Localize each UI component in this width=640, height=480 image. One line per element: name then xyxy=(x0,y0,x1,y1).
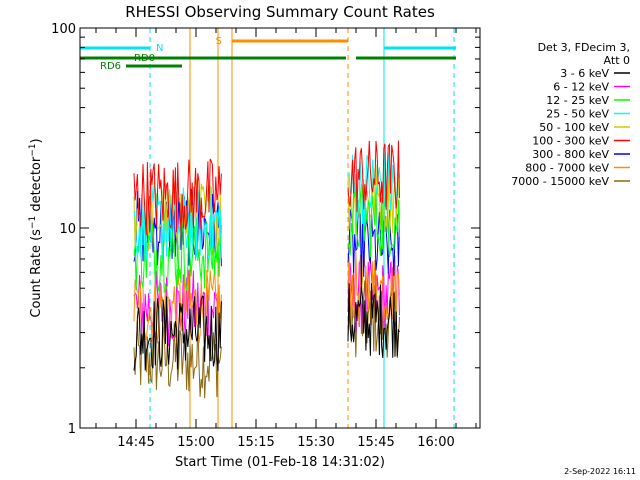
series-trace-6-seg-1 xyxy=(347,207,400,286)
legend-label-7: 800 - 7000 keV xyxy=(525,162,609,175)
legend-label-8: 7000 - 15000 keV xyxy=(511,175,609,188)
legend-label-5: 100 - 300 keV xyxy=(532,135,609,148)
series-trace-8-seg-0 xyxy=(133,320,222,399)
chart-title: RHESSI Observing Summary Count Rates xyxy=(125,3,435,21)
plot-area: N S RD0 RD6 xyxy=(79,28,456,428)
x-axis: 14:45 15:00 15:15 15:30 15:45 16:00 xyxy=(95,28,477,450)
series-trace-0-seg-1 xyxy=(347,283,400,358)
flag-label-rd0: RD0 xyxy=(134,53,155,64)
series-line-0 xyxy=(347,283,400,358)
flag-label-rd6: RD6 xyxy=(100,61,121,72)
flag-label-s: S xyxy=(216,36,222,47)
x-tick-label-4: 15:45 xyxy=(357,435,394,450)
legend-header-line2: Att 0 xyxy=(604,54,630,67)
y-tick-label-0: 1 xyxy=(68,422,76,437)
series-line-0 xyxy=(133,295,222,372)
series-line-8 xyxy=(133,320,222,399)
y-tick-label-2: 100 xyxy=(51,22,76,37)
y-axis-label: Count Rate (s−1 detector−1) xyxy=(28,138,44,317)
series-line-5 xyxy=(133,158,222,235)
y-tick-label-1: 10 xyxy=(59,222,76,237)
series-line-6 xyxy=(347,207,400,286)
legend-header-line1: Det 3, FDecim 3, xyxy=(538,41,630,54)
series-line-5 xyxy=(347,140,400,213)
x-axis-label: Start Time (01-Feb-18 14:31:02) xyxy=(175,455,385,470)
legend-label-1: 6 - 12 keV xyxy=(553,81,609,94)
x-tick-label-1: 15:00 xyxy=(177,435,214,450)
legend-label-2: 12 - 25 keV xyxy=(546,94,609,107)
y-axis: 1 10 100 xyxy=(51,22,480,437)
x-tick-label-3: 15:30 xyxy=(297,435,334,450)
series-line-7 xyxy=(347,249,400,326)
x-tick-label-5: 16:00 xyxy=(417,435,454,450)
x-tick-label-0: 14:45 xyxy=(117,435,154,450)
legend-label-4: 50 - 100 keV xyxy=(539,121,609,134)
series-trace-5-seg-0 xyxy=(133,158,222,235)
series-line-7 xyxy=(133,269,222,347)
legend-label-6: 300 - 800 keV xyxy=(532,148,609,161)
legend-label-3: 25 - 50 keV xyxy=(546,108,609,121)
x-tick-label-2: 15:15 xyxy=(237,435,274,450)
legend-label-0: 3 - 6 keV xyxy=(560,67,609,80)
footer-date: 2-Sep-2022 16:11 xyxy=(564,467,636,476)
flag-label-n: N xyxy=(156,43,163,54)
series-trace-7-seg-1 xyxy=(347,249,400,326)
series-trace-7-seg-0 xyxy=(133,269,222,347)
series-trace-0-seg-0 xyxy=(133,295,222,372)
series-trace-5-seg-1 xyxy=(347,140,400,213)
